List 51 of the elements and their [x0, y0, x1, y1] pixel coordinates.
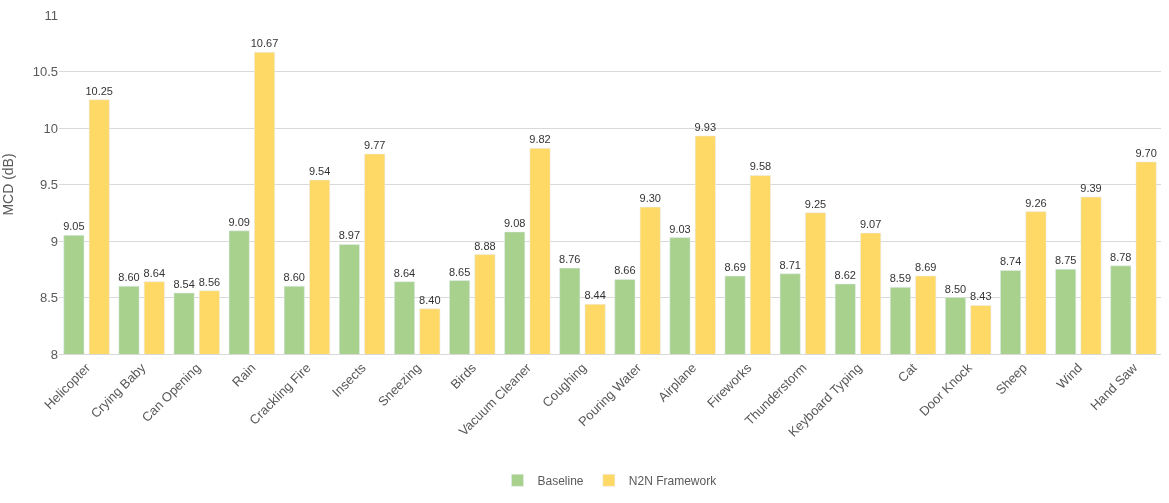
y-tick-label: 11	[44, 7, 58, 23]
data-label: 8.65	[448, 265, 471, 278]
data-label: 8.60	[283, 271, 305, 284]
data-label: 10.67	[250, 37, 279, 50]
data-label: 8.50	[944, 282, 967, 295]
data-label: 9.77	[364, 138, 386, 151]
data-label: 8.43	[970, 290, 992, 303]
data-label: 9.30	[639, 192, 661, 205]
data-label: 8.64	[393, 266, 416, 279]
data-label: 8.62	[834, 268, 856, 281]
data-label: 8.69	[915, 261, 937, 274]
data-label: 9.39	[1080, 181, 1102, 194]
data-label: 8.40	[419, 293, 441, 306]
y-axis-title: MCD (dB)	[0, 153, 17, 216]
data-label: 9.03	[669, 222, 691, 235]
data-label: 8.64	[143, 266, 166, 279]
x-tick-label: Cat	[894, 359, 921, 386]
data-label: 9.93	[694, 120, 717, 133]
data-label: 8.78	[1110, 250, 1132, 263]
y-tick-label: 10	[43, 120, 58, 136]
data-label: 8.69	[724, 261, 746, 274]
data-label: 8.74	[999, 255, 1022, 268]
legend-label: Baseline	[537, 474, 584, 489]
data-label: 9.54	[308, 164, 331, 177]
data-label: 9.58	[749, 160, 772, 173]
data-label: 8.44	[584, 289, 606, 302]
data-label: 8.56	[198, 275, 221, 288]
y-tick-label: 8	[50, 346, 58, 362]
y-tick-label: 9.5	[39, 177, 58, 193]
data-label: 8.88	[474, 239, 496, 252]
data-label: 9.05	[63, 220, 85, 233]
data-label: 8.97	[338, 229, 361, 242]
data-label: 8.76	[559, 253, 581, 266]
data-label: 8.59	[889, 272, 912, 285]
data-label: 10.25	[85, 84, 113, 97]
data-label: 8.66	[614, 264, 636, 277]
y-tick-label: 10.5	[32, 64, 58, 80]
data-label: 8.71	[779, 258, 801, 271]
y-tick-label: 8.5	[39, 290, 58, 306]
data-label: 8.54	[173, 277, 195, 290]
data-label: 9.07	[859, 218, 882, 231]
data-label: 9.82	[529, 133, 551, 146]
data-label: 9.25	[804, 197, 827, 210]
data-label: 9.26	[1025, 196, 1047, 209]
legend-label: N2N Framework	[628, 474, 718, 489]
data-label: 9.70	[1135, 146, 1157, 159]
data-label: 8.60	[118, 271, 140, 284]
data-label: 8.75	[1054, 254, 1077, 267]
y-tick-label: 9	[50, 233, 58, 249]
data-label: 9.09	[228, 215, 250, 228]
data-label: 9.08	[503, 216, 526, 229]
